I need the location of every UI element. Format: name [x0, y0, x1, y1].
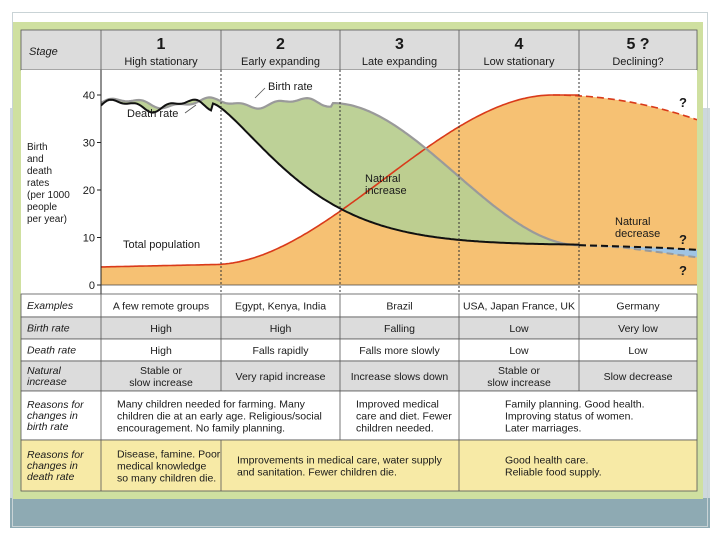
row-label: Reasons for changes in birth rate — [27, 399, 84, 433]
table-cell: Very rapid increase — [236, 371, 326, 383]
natural-decrease-label: Natural decrease — [615, 216, 660, 240]
natural-increase-label: Natural increase — [365, 173, 407, 197]
stage-name-1: High stationary — [124, 56, 198, 68]
table-cell: Stable or slow increase — [487, 365, 551, 389]
death-rate-line — [101, 98, 579, 246]
slide-border — [12, 12, 708, 527]
row-label: Death rate — [27, 345, 76, 357]
table-cell: Family planning. Good health. Improving s… — [505, 399, 645, 435]
total-population-label: Total population — [123, 239, 200, 251]
stage-number-4: 4 — [515, 36, 524, 53]
table-cell: Falls rapidly — [252, 345, 309, 357]
table-cell: High — [150, 323, 172, 335]
table-cell: Improvements in medical care, water supp… — [237, 455, 443, 479]
stage-label: Stage — [29, 46, 58, 58]
table-cell: Germany — [616, 301, 660, 313]
population-question-mark: ? — [679, 95, 687, 110]
table-cell: Improved medical care and diet. Fewer chil… — [356, 399, 452, 435]
table-cell: High — [270, 323, 292, 335]
table-cell: Increase slows down — [351, 371, 449, 383]
stage-name-3: Late expanding — [362, 56, 437, 68]
birth-rate-leader — [254, 87, 266, 99]
total-population-line-projected — [553, 94, 697, 121]
table-cell: Low — [628, 345, 648, 357]
death-rate-line-projected — [578, 244, 697, 251]
table-cell: Low — [509, 345, 529, 357]
stage-number-2: 2 — [276, 36, 285, 53]
slide-footer-strip — [10, 498, 710, 528]
table-row — [20, 390, 698, 441]
y-axis-label: Birth and death rates (per 1000 people per yea… — [27, 142, 70, 225]
row-label: Reasons for changes in death rate — [27, 449, 84, 483]
row-label: Natural increase — [27, 365, 67, 388]
demographic-transition-diagram: 0 10 20 30 40 Stage 1 High stationary 2 Early e… — [20, 29, 698, 492]
table-cell: Many children needed for farming. Many ch… — [117, 399, 322, 435]
table-row — [20, 439, 698, 492]
table-cell: A few remote groups — [113, 301, 209, 313]
table-row — [20, 316, 698, 340]
y-tick-label: 10 — [83, 233, 95, 245]
stage-name-5: Declining? — [612, 56, 663, 68]
table-cell: Falling — [384, 323, 415, 335]
table-cell: Slow decrease — [604, 371, 673, 383]
table-cell: Good health care. Reliable food supply. — [505, 455, 602, 479]
table-cell: Brazil — [386, 301, 412, 313]
death-rate-label: Death rate — [127, 108, 178, 120]
row-label: Examples — [27, 300, 74, 312]
stage-number-5: 5 ? — [626, 36, 649, 53]
table-cell: High — [150, 345, 172, 357]
birth-rate-question-mark: ? — [679, 232, 687, 247]
y-tick-label: 20 — [83, 185, 95, 197]
stage-name-2: Early expanding — [241, 56, 320, 68]
table-cell: Very low — [618, 323, 658, 335]
row-label: Birth rate — [27, 323, 70, 335]
table-cell: Low — [509, 323, 529, 335]
y-tick-label: 0 — [89, 280, 95, 292]
axis-label-column — [21, 70, 101, 294]
stage-header-band — [20, 29, 698, 71]
stage-number-3: 3 — [395, 36, 404, 53]
y-tick-label: 40 — [83, 90, 95, 102]
table-cell: Stable or slow increase — [129, 365, 193, 389]
stage-name-4: Low stationary — [484, 56, 555, 68]
table-cell: Egypt, Kenya, India — [235, 301, 326, 313]
death-rate-leader — [184, 104, 197, 114]
table-cell: Disease, famine. Poor medical knowledge so… — [117, 449, 221, 485]
table-cell: Falls more slowly — [359, 345, 440, 357]
birth-rate-label: Birth rate — [268, 81, 313, 93]
y-tick-label: 30 — [83, 138, 95, 150]
death-rate-question-mark: ? — [679, 263, 687, 278]
table-cell: USA, Japan France, UK — [463, 301, 575, 313]
stage-number-1: 1 — [157, 36, 166, 53]
